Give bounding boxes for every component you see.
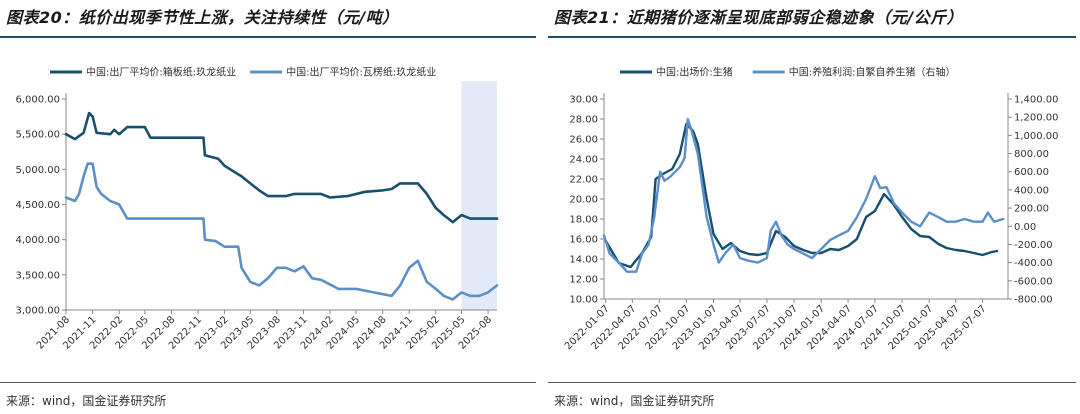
y2-tick-label: 1,200.00 xyxy=(1014,113,1059,124)
y-tick-label: 14.00 xyxy=(569,255,598,266)
left-line-chart: 6,000.00 5,500.00 5,000.00 4,500.00 4,000.00… xyxy=(15,66,499,352)
right-source-note: 来源：wind，国金证券研究所 xyxy=(554,394,715,408)
y-tick-label: 20.00 xyxy=(569,195,598,206)
y-tick-label: 4,500.00 xyxy=(15,200,60,211)
series-line-1 xyxy=(604,122,999,269)
y2-tick-label: 400.00 xyxy=(1014,185,1049,196)
series-line-2 xyxy=(602,117,1005,273)
left-chart-panel: 图表20：纸价出现季节性上涨，关注持续性（元/吨） 6,000.00 5,500.… xyxy=(0,8,536,408)
y2-tick-label: 800.00 xyxy=(1014,149,1049,160)
y2-tick-label: 1,000.00 xyxy=(1014,131,1059,142)
legend-label-2: 中国:养殖利润:自繁自养生猪（右轴） xyxy=(789,66,956,79)
y2-tick-label: 200.00 xyxy=(1014,204,1049,215)
right-source-rule xyxy=(548,382,1076,383)
series-line-2 xyxy=(64,162,499,301)
legend-label-2: 中国:出厂平均价:瓦楞纸:玖龙纸业 xyxy=(286,66,436,79)
left-title-rule xyxy=(0,36,536,38)
y2-tick-label: -600.00 xyxy=(1014,276,1053,287)
y-tick-label: 22.00 xyxy=(569,175,598,186)
y2-tick-label: 1,400.00 xyxy=(1014,95,1059,106)
y-tick-label: 3,500.00 xyxy=(15,270,60,281)
y2-tick-label: -200.00 xyxy=(1014,240,1053,251)
y-tick-label: 24.00 xyxy=(569,155,598,166)
series-line-1 xyxy=(64,111,499,224)
right-chart-panel: 图表21：近期猪价逐渐呈现底部弱企稳迹象（元/公斤） 30.00 28.00 26.… xyxy=(548,0,1080,414)
y-tick-label: 10.00 xyxy=(569,295,598,306)
right-chart-title: 图表21：近期猪价逐渐呈现底部弱企稳迹象（元/公斤） xyxy=(554,8,964,27)
legend-label-1: 中国:出场价:生猪 xyxy=(656,66,733,79)
y-tick-label: 4,000.00 xyxy=(15,235,60,246)
right-line-chart: 30.00 28.00 26.00 24.00 22.00 20.00 18.00 16.00… xyxy=(563,66,1059,353)
left-chart-title: 图表20：纸价出现季节性上涨，关注持续性（元/吨） xyxy=(6,8,399,27)
legend-label-1: 中国:出厂平均价:箱板纸:玖龙纸业 xyxy=(86,66,236,79)
y-tick-label: 6,000.00 xyxy=(15,95,60,106)
y-tick-label: 3,000.00 xyxy=(15,306,60,317)
y-tick-label: 5,000.00 xyxy=(15,165,60,176)
y2-tick-label: -400.00 xyxy=(1014,258,1053,269)
y2-tick-label: -800.00 xyxy=(1014,295,1053,306)
left-source-note: 来源：wind，国金证券研究所 xyxy=(6,394,167,408)
left-source-rule xyxy=(0,382,536,383)
y-tick-label: 28.00 xyxy=(569,115,598,126)
right-title-rule xyxy=(548,36,1076,38)
y-tick-label: 26.00 xyxy=(569,135,598,146)
y-tick-label: 30.00 xyxy=(569,95,598,106)
y-tick-label: 18.00 xyxy=(569,215,598,226)
y-tick-label: 12.00 xyxy=(569,275,598,286)
y2-tick-label: 0.00 xyxy=(1014,222,1036,233)
y-tick-label: 16.00 xyxy=(569,235,598,246)
shaded-region xyxy=(461,81,497,310)
y-tick-label: 5,500.00 xyxy=(15,130,60,141)
y2-tick-label: 600.00 xyxy=(1014,167,1049,178)
